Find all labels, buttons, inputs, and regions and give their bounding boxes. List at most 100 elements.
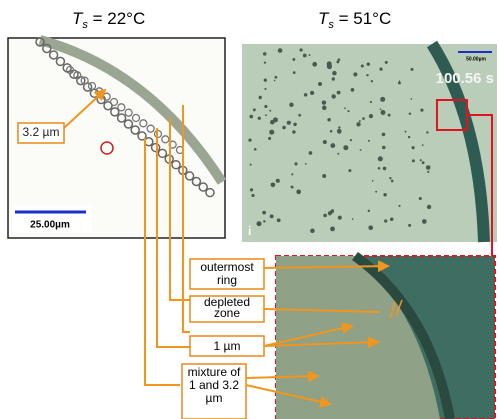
particle bbox=[332, 71, 336, 75]
particle bbox=[250, 164, 252, 166]
particle bbox=[411, 68, 414, 71]
particle bbox=[368, 210, 370, 212]
particle bbox=[362, 117, 365, 120]
particle bbox=[331, 94, 335, 98]
particle bbox=[426, 131, 428, 133]
particle bbox=[351, 88, 355, 92]
particle bbox=[299, 48, 302, 51]
particle bbox=[330, 143, 335, 148]
particle bbox=[264, 105, 267, 108]
particle bbox=[322, 174, 326, 178]
particle bbox=[250, 188, 253, 191]
particle bbox=[277, 218, 281, 222]
particle bbox=[330, 227, 335, 232]
particle bbox=[263, 220, 265, 222]
particle bbox=[291, 173, 293, 175]
particle bbox=[258, 117, 261, 120]
particle bbox=[343, 145, 348, 150]
particle bbox=[368, 140, 370, 142]
particle bbox=[419, 197, 422, 200]
particle bbox=[380, 97, 385, 102]
particle bbox=[310, 91, 314, 95]
scale-label: 25.00µm bbox=[30, 220, 70, 231]
particle bbox=[385, 61, 388, 64]
particle bbox=[350, 139, 352, 141]
particle bbox=[368, 225, 373, 230]
particle bbox=[371, 80, 373, 82]
particle bbox=[274, 80, 276, 82]
particle bbox=[330, 130, 333, 133]
particle bbox=[383, 193, 386, 196]
particle bbox=[332, 77, 335, 80]
particle bbox=[408, 224, 411, 227]
particle bbox=[251, 194, 254, 197]
particle bbox=[390, 217, 394, 221]
particle bbox=[323, 214, 327, 218]
particle bbox=[382, 133, 386, 137]
particle bbox=[309, 151, 313, 155]
particle bbox=[426, 165, 431, 170]
particle bbox=[360, 149, 362, 151]
particle bbox=[294, 162, 297, 165]
particle bbox=[264, 79, 267, 82]
particle bbox=[332, 209, 334, 211]
particle bbox=[322, 106, 327, 111]
particle bbox=[282, 126, 286, 130]
particle bbox=[370, 101, 372, 103]
particle bbox=[264, 62, 266, 64]
particle bbox=[337, 91, 341, 95]
particle bbox=[254, 148, 257, 151]
particle bbox=[264, 88, 266, 90]
particle bbox=[289, 121, 291, 123]
particle bbox=[310, 229, 315, 234]
particle bbox=[372, 180, 374, 182]
particle bbox=[338, 130, 342, 134]
particle bbox=[388, 114, 391, 117]
label: mixture of 1 and 3.2 µm bbox=[182, 364, 246, 419]
particle bbox=[305, 163, 307, 165]
particle bbox=[383, 167, 387, 171]
particle bbox=[398, 82, 401, 85]
particle bbox=[348, 169, 351, 172]
label: outermost ring bbox=[190, 259, 264, 289]
particle bbox=[293, 71, 296, 74]
particle bbox=[268, 137, 271, 140]
particle bbox=[381, 110, 386, 115]
particle bbox=[356, 122, 360, 126]
particle bbox=[369, 114, 373, 118]
particle bbox=[262, 211, 266, 215]
particle bbox=[263, 52, 267, 56]
figure: Ts = 22°C Ts = 51°C 3.2 µm 25.00µm 50.00… bbox=[0, 0, 499, 419]
particle bbox=[248, 139, 251, 142]
particle bbox=[389, 177, 391, 179]
particle bbox=[322, 100, 326, 104]
particle bbox=[420, 109, 423, 112]
particle bbox=[422, 161, 425, 164]
particle bbox=[328, 211, 332, 215]
particle bbox=[378, 167, 381, 170]
label: 1 µm bbox=[190, 336, 264, 356]
particle bbox=[293, 123, 296, 126]
particle bbox=[271, 182, 276, 187]
particle bbox=[347, 110, 349, 112]
particle bbox=[379, 67, 382, 70]
particle bbox=[275, 76, 278, 79]
particle bbox=[249, 115, 253, 119]
particle bbox=[420, 159, 422, 161]
label: depleted zone bbox=[190, 296, 264, 322]
particle bbox=[304, 93, 307, 96]
particle bbox=[408, 136, 410, 138]
particle bbox=[292, 130, 295, 133]
particle bbox=[289, 103, 293, 107]
particle bbox=[327, 118, 331, 122]
particle bbox=[309, 54, 311, 56]
particle bbox=[412, 159, 415, 162]
particle bbox=[327, 61, 332, 66]
particle bbox=[338, 126, 340, 128]
particle bbox=[278, 48, 283, 53]
particle bbox=[318, 82, 322, 86]
panel-letter: i bbox=[248, 224, 251, 238]
particle bbox=[336, 60, 339, 63]
particle bbox=[422, 144, 424, 146]
particle bbox=[265, 114, 267, 116]
